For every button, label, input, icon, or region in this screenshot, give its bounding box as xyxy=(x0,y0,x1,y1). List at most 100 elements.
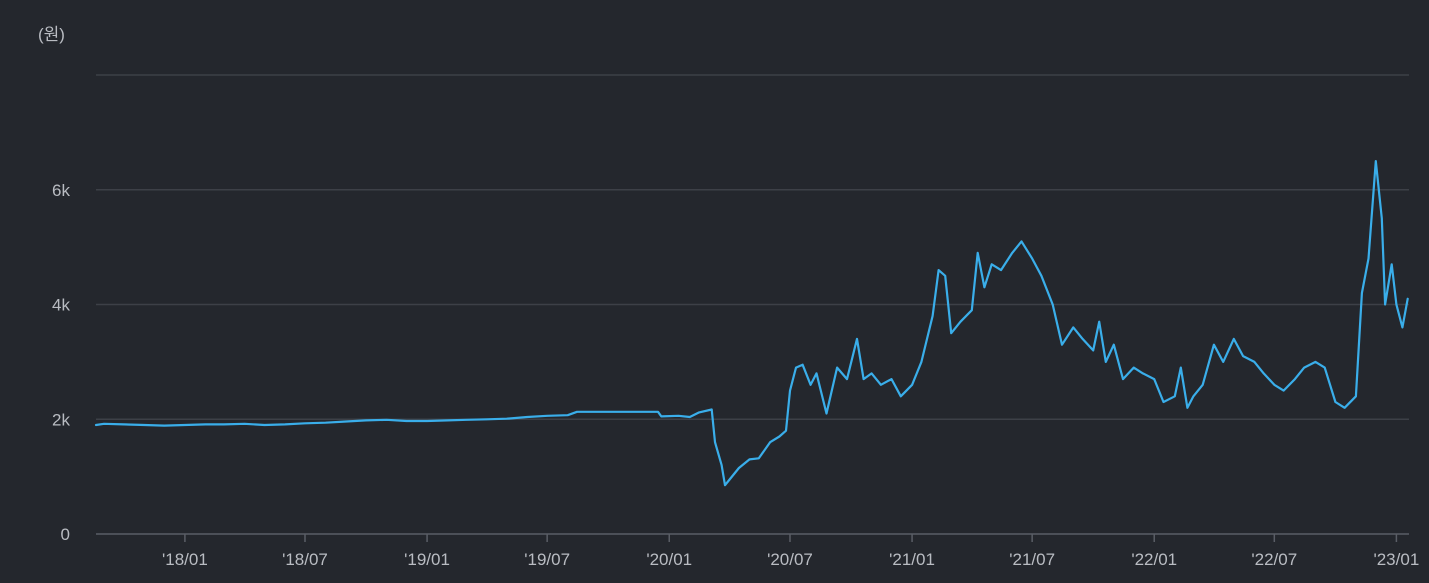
data-point xyxy=(880,384,882,386)
x-tick-label: '21/01 xyxy=(889,550,935,569)
data-point xyxy=(795,366,797,369)
data-point xyxy=(720,464,723,466)
x-tick-label: '18/01 xyxy=(162,550,208,569)
data-point xyxy=(870,372,873,375)
data-point xyxy=(1174,395,1176,398)
y-tick-label: 4k xyxy=(52,296,70,315)
data-point xyxy=(1192,395,1195,398)
data-point xyxy=(785,429,787,432)
data-point xyxy=(1000,269,1002,271)
data-point xyxy=(801,363,804,366)
data-point xyxy=(184,424,186,426)
data-point xyxy=(243,423,246,425)
data-point xyxy=(446,419,449,422)
data-point xyxy=(698,411,700,414)
y-tick-label: 0 xyxy=(61,525,70,544)
data-point xyxy=(143,424,146,426)
data-point xyxy=(911,384,913,386)
x-tick-label: '19/01 xyxy=(404,550,450,569)
data-point xyxy=(1011,252,1013,254)
data-point xyxy=(1381,217,1383,220)
data-point xyxy=(990,263,993,266)
data-point xyxy=(1303,366,1305,369)
data-point xyxy=(836,366,838,369)
data-point xyxy=(1072,326,1075,329)
data-point xyxy=(1051,303,1054,306)
x-tick-label: '21/07 xyxy=(1009,550,1055,569)
data-point xyxy=(526,416,529,418)
data-point xyxy=(263,424,266,426)
data-point xyxy=(937,269,940,271)
data-point xyxy=(825,412,828,415)
data-point xyxy=(976,252,979,254)
data-point xyxy=(1233,338,1235,340)
x-axis: '18/01 '18/07 '19/01 '19/07 '20/01 '20/07 '21/… xyxy=(96,533,1419,569)
data-point xyxy=(1201,384,1204,386)
data-point xyxy=(405,420,408,422)
data-point xyxy=(983,286,986,289)
data-point xyxy=(1213,343,1215,346)
data-point xyxy=(1092,349,1094,352)
data-point xyxy=(738,467,740,469)
data-point xyxy=(714,441,716,444)
data-point xyxy=(1355,395,1357,398)
data-point xyxy=(1282,389,1285,392)
x-tick-label: '20/07 xyxy=(767,550,813,569)
data-point xyxy=(778,435,781,438)
data-point xyxy=(465,419,468,421)
data-point xyxy=(1031,257,1033,260)
data-point xyxy=(607,411,609,413)
x-tick-label: '23/01 xyxy=(1373,550,1419,569)
data-point xyxy=(1186,407,1189,409)
data-point xyxy=(856,338,858,340)
data-point xyxy=(123,423,125,426)
x-tick-label: '22/07 xyxy=(1251,550,1297,569)
y-unit-label: (원) xyxy=(38,25,65,44)
data-point xyxy=(1153,378,1155,380)
data-point xyxy=(1384,303,1386,306)
data-point xyxy=(710,408,713,411)
data-point xyxy=(304,422,306,425)
data-point xyxy=(724,484,726,487)
data-point xyxy=(1367,257,1370,260)
data-point xyxy=(815,372,818,375)
data-point xyxy=(728,478,731,481)
data-point xyxy=(95,424,97,426)
data-point xyxy=(1061,343,1063,346)
data-point xyxy=(1162,401,1165,403)
data-point xyxy=(546,415,548,417)
data-point xyxy=(1406,298,1409,300)
data-point xyxy=(1222,361,1224,363)
data-point xyxy=(324,421,327,424)
data-point xyxy=(1343,407,1346,409)
data-point xyxy=(1294,378,1296,380)
data-point xyxy=(505,417,508,420)
data-point xyxy=(426,420,428,422)
grid-lines: 0 2k 4k 6k xyxy=(52,74,1409,544)
data-point xyxy=(950,332,952,335)
data-point xyxy=(890,378,893,380)
data-point xyxy=(959,320,962,323)
data-point xyxy=(1262,372,1265,375)
data-point xyxy=(971,309,973,312)
data-point xyxy=(1020,240,1023,243)
x-tick-label: '19/07 xyxy=(524,550,570,569)
data-point xyxy=(1040,275,1043,277)
data-point xyxy=(1105,361,1107,363)
data-point xyxy=(345,420,347,423)
data-point xyxy=(660,415,663,418)
series-layer xyxy=(94,160,1409,487)
data-point xyxy=(1334,401,1337,403)
data-point xyxy=(486,418,488,421)
data-point xyxy=(163,424,166,427)
data-point xyxy=(1273,384,1276,386)
data-point xyxy=(1314,361,1317,363)
data-point xyxy=(862,378,865,380)
data-point xyxy=(587,411,590,413)
data-point xyxy=(931,315,934,317)
data-point xyxy=(1395,303,1398,306)
data-point xyxy=(900,395,902,398)
data-point xyxy=(1098,320,1100,323)
data-point xyxy=(1253,361,1256,363)
data-point xyxy=(809,384,812,386)
